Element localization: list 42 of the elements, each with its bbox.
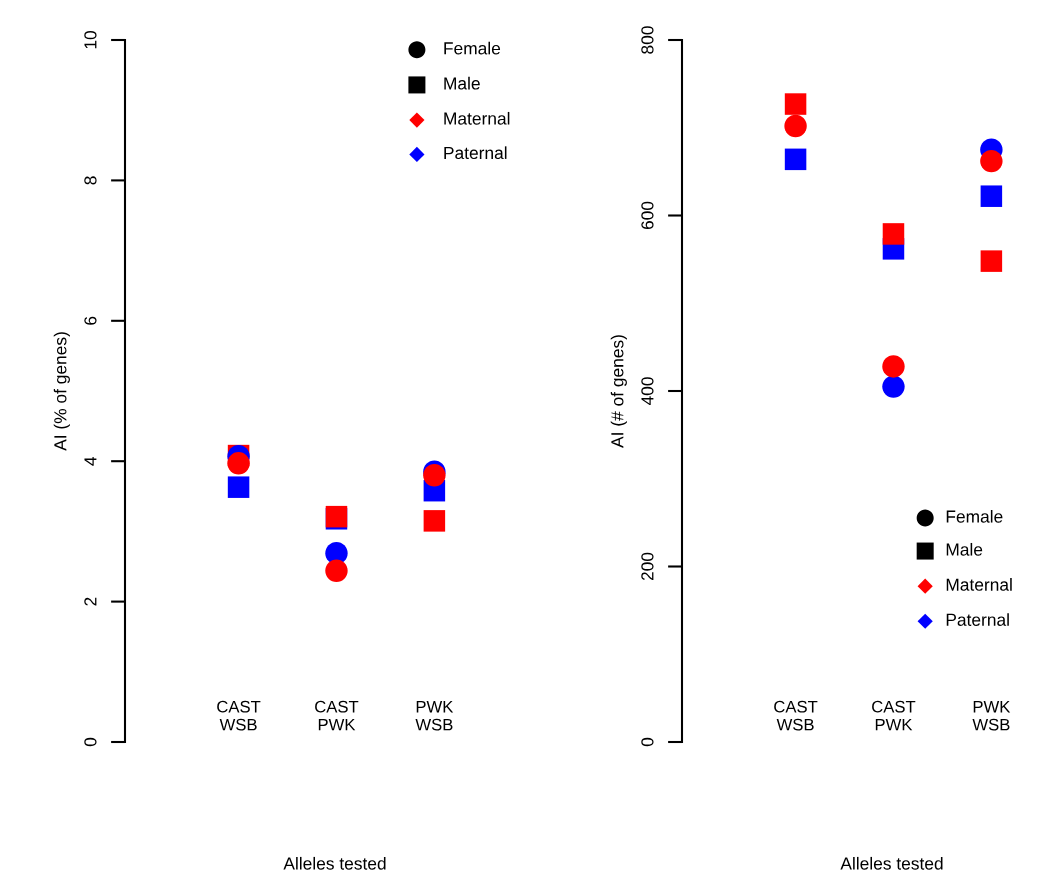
annotation: Maternal [444, 111, 510, 125]
annotation: Paternal [946, 613, 1009, 626]
y-tick-label: 2 [84, 597, 97, 606]
x-axis-title: Alleles tested [283, 856, 386, 870]
point [980, 149, 1003, 173]
point [980, 185, 1003, 207]
x-tick-label: PWK WSB [972, 700, 1011, 731]
x-tick-label: CAST WSB [774, 700, 818, 731]
point [882, 223, 905, 245]
y-tick-label: 4 [84, 456, 97, 466]
point [784, 148, 807, 171]
annotation: Female [946, 509, 1003, 523]
y-tick-label: 600 [641, 201, 654, 230]
annotation: Maternal [946, 578, 1012, 591]
point [784, 93, 807, 115]
point [325, 559, 348, 582]
y-tick-label: 0 [641, 737, 654, 747]
x-tick-label: CAST PWK [872, 700, 916, 731]
y-axis-title: AI (# of genes) [610, 335, 627, 448]
y-axis-title: AI (% of genes) [53, 332, 70, 451]
point [423, 510, 446, 532]
point [784, 114, 807, 138]
point [882, 375, 905, 398]
y-tick-label: 10 [84, 31, 97, 49]
annotation: Male [946, 542, 983, 556]
x-tick-label: CAST WSB [217, 700, 261, 731]
y-tick-label: 400 [641, 377, 654, 406]
annotation: Paternal [444, 146, 507, 160]
point [980, 250, 1003, 272]
annotation: Female [444, 41, 501, 55]
point [227, 476, 250, 498]
x-tick-label: CAST PWK [315, 700, 359, 731]
y-tick-label: 8 [84, 176, 97, 185]
x-tick-label: PWK WSB [415, 700, 454, 731]
y-tick-label: 800 [641, 26, 654, 54]
point [882, 355, 905, 378]
point [227, 452, 250, 475]
x-axis-title: Alleles tested [840, 856, 943, 870]
y-tick-label: 6 [84, 316, 97, 325]
annotation: Male [444, 76, 480, 90]
y-tick-label: 200 [641, 552, 654, 581]
y-tick-label: 0 [84, 737, 97, 747]
